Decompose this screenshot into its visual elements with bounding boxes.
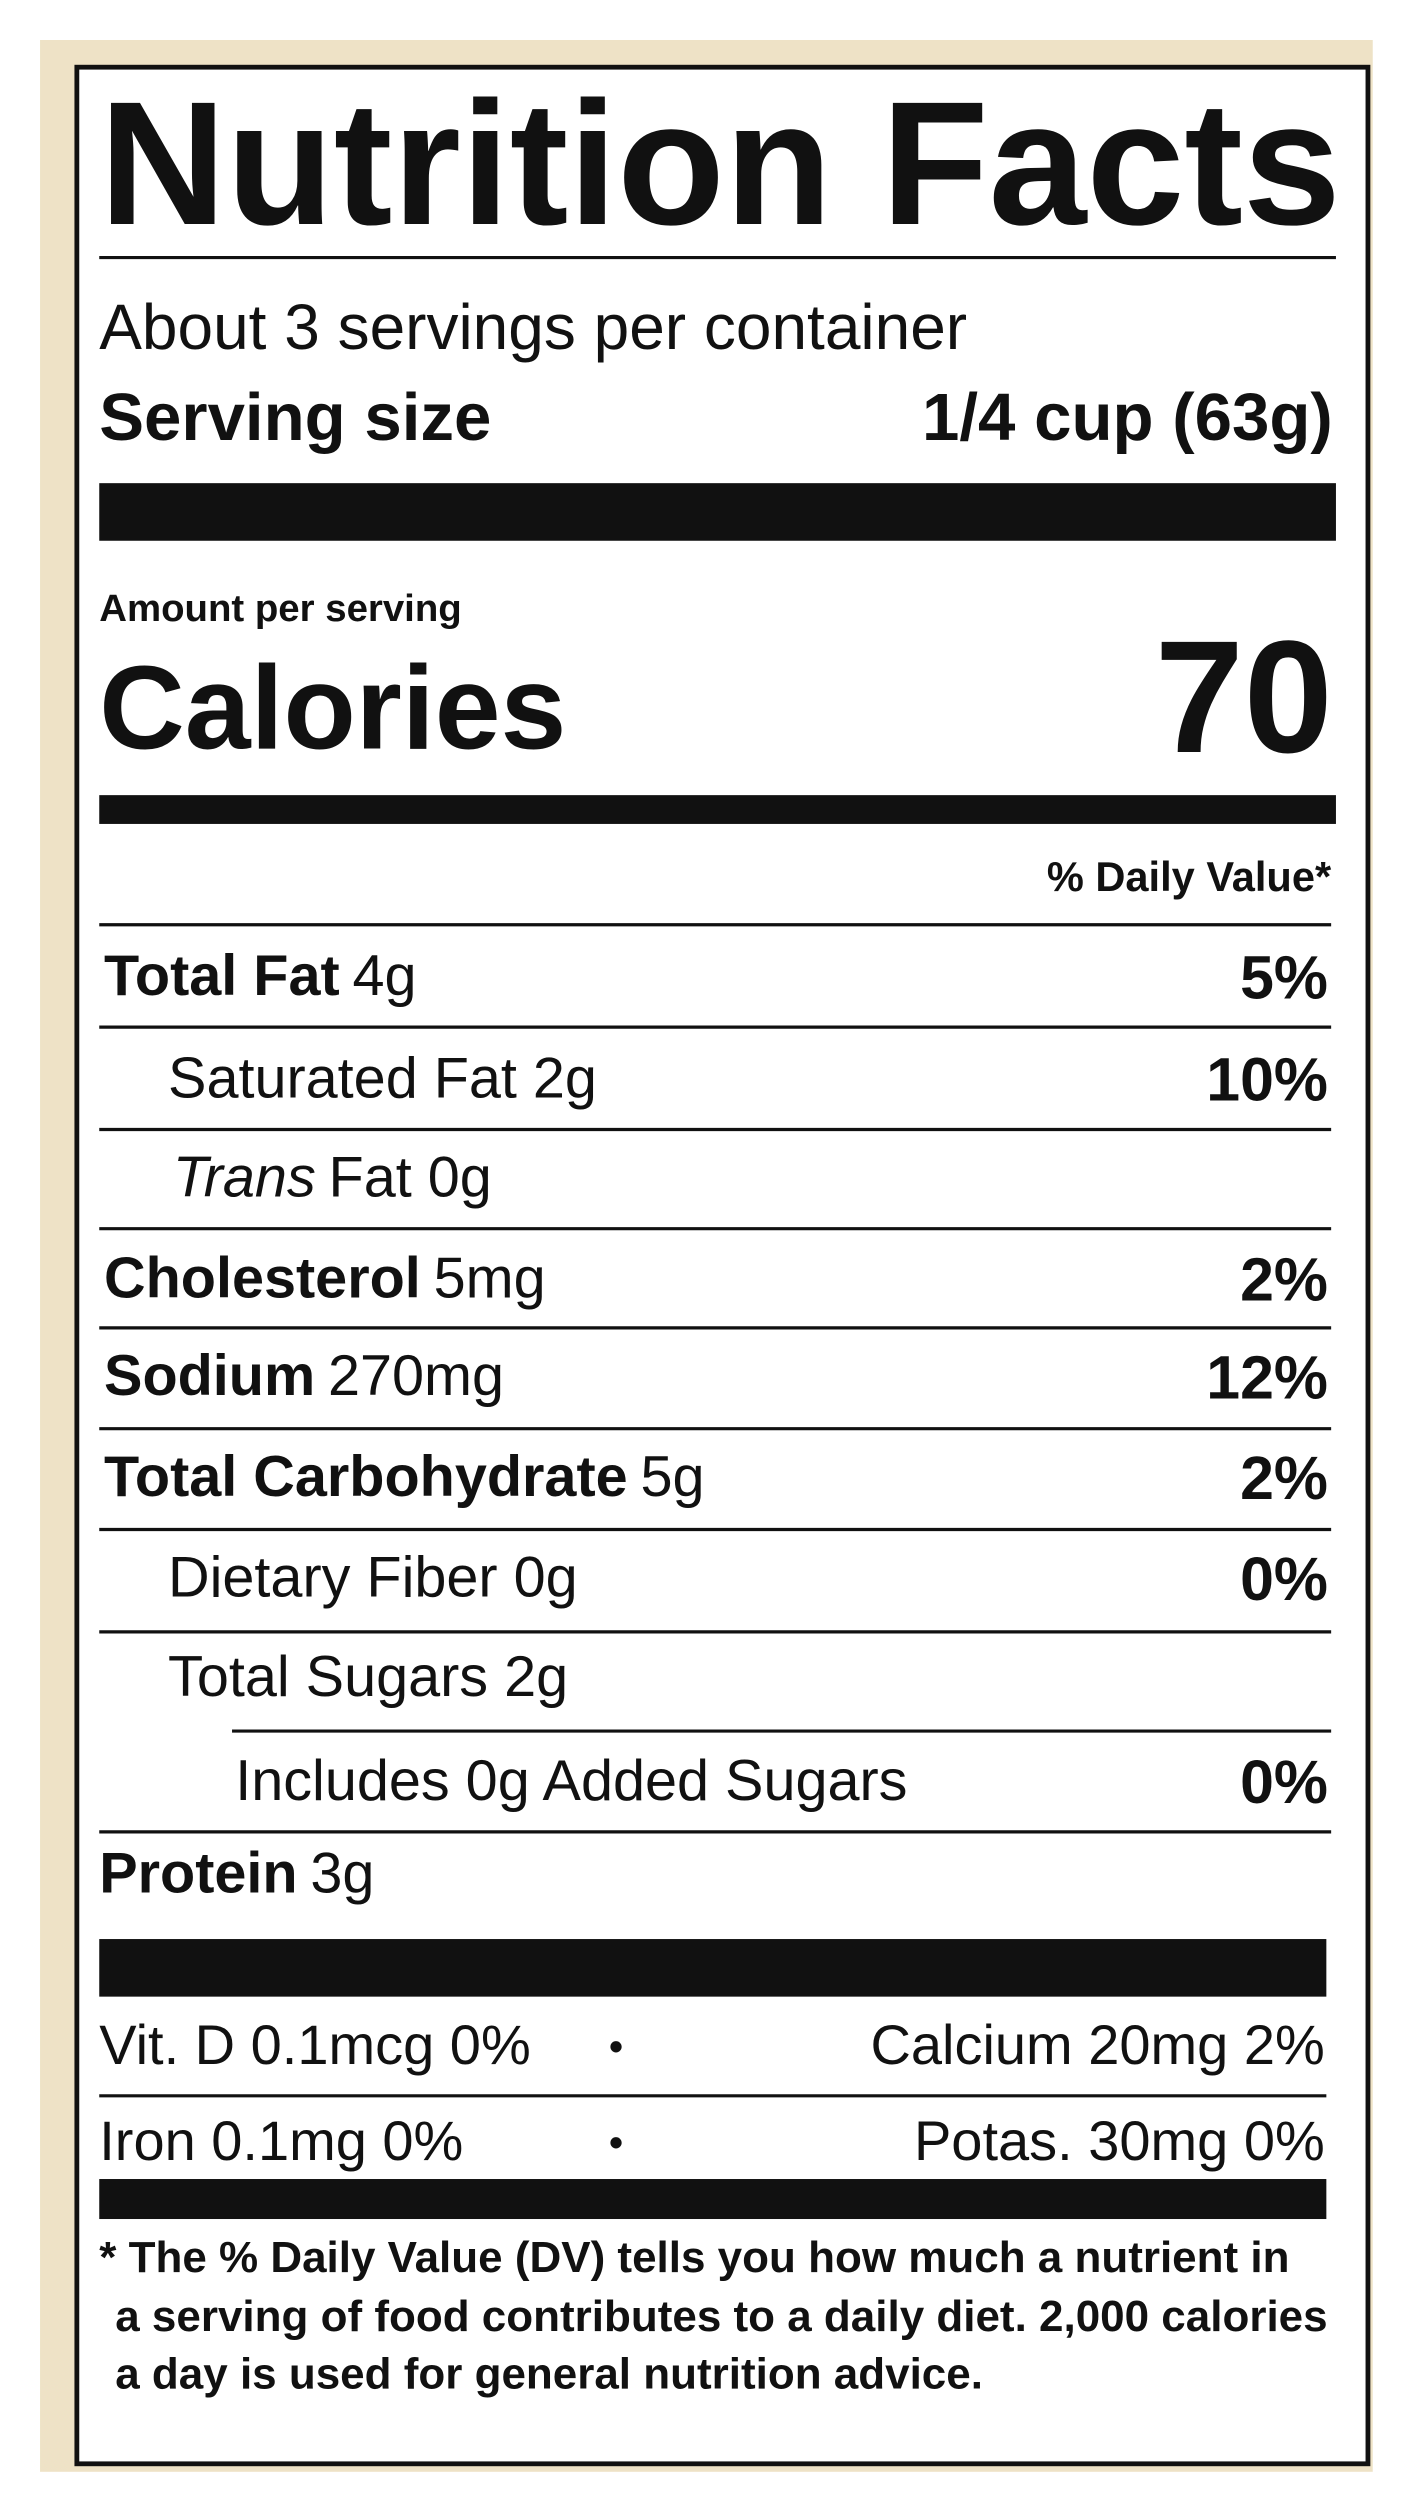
calories-label: Calories bbox=[99, 643, 566, 775]
nutrient-amount: 4g bbox=[352, 944, 416, 1008]
nutrient-row: Protein 3g bbox=[99, 1842, 374, 1906]
amount-per-serving: Amount per serving bbox=[99, 587, 461, 630]
nutrient-name: Total Carbohydrate bbox=[104, 1445, 628, 1509]
vitamin-left: Iron 0.1mg 0% bbox=[99, 2109, 463, 2172]
serving-size-value: 1/4 cup (63g) bbox=[922, 380, 1333, 455]
nutrient-name: Trans bbox=[173, 1146, 316, 1210]
daily-value-header: % Daily Value* bbox=[1047, 853, 1332, 900]
vitamin-right: Potas. 30mg 0% bbox=[914, 2109, 1325, 2172]
nutrient-row: Includes 0g Added Sugars bbox=[235, 1749, 907, 1813]
daily-value: 10% bbox=[1206, 1046, 1328, 1114]
footnote-line: a serving of food contributes to a daily… bbox=[115, 2292, 1327, 2341]
nutrient-name: Protein bbox=[99, 1842, 297, 1906]
serving-size-label: Serving size bbox=[99, 380, 491, 455]
vitamin-right: Calcium 20mg 2% bbox=[870, 2013, 1324, 2076]
label-box bbox=[74, 64, 1371, 2467]
nutrient-amount: 270mg bbox=[328, 1344, 504, 1408]
nutrient-amount: 5g bbox=[640, 1445, 704, 1509]
nutrient-amount: Fat 0g bbox=[329, 1146, 492, 1210]
servings-per-container: About 3 servings per container bbox=[99, 291, 967, 363]
footnote-line: * The % Daily Value (DV) tells you how m… bbox=[99, 2233, 1289, 2282]
calories-value: 70 bbox=[1155, 607, 1333, 786]
nutrient-row: Total Sugars 2g bbox=[168, 1645, 568, 1709]
nutrient-row: Dietary Fiber 0g bbox=[168, 1546, 578, 1610]
nutrient-row: Trans Fat 0g bbox=[173, 1146, 492, 1210]
daily-value: 0% bbox=[1240, 1545, 1328, 1613]
nutrient-row: Cholesterol 5mg bbox=[104, 1246, 546, 1310]
nutrient-name: Sodium bbox=[104, 1344, 315, 1408]
nutrient-row: Sodium 270mg bbox=[104, 1344, 504, 1408]
nutrient-row: Total Carbohydrate 5g bbox=[104, 1445, 704, 1509]
daily-value: 0% bbox=[1240, 1748, 1328, 1816]
title: Nutrition Facts bbox=[99, 66, 1341, 262]
vitamin-separator: • bbox=[609, 2119, 624, 2166]
daily-value: 2% bbox=[1240, 1444, 1328, 1512]
nutrient-row: Total Fat 4g bbox=[104, 944, 416, 1008]
medium-bar bbox=[99, 2179, 1327, 2220]
nutrient-name: Dietary Fiber 0g bbox=[168, 1546, 578, 1610]
nutrient-name: Total Sugars 2g bbox=[168, 1645, 568, 1709]
daily-value: 2% bbox=[1240, 1246, 1328, 1314]
thick-bar bbox=[99, 483, 1336, 541]
nutrient-name: Cholesterol bbox=[104, 1246, 421, 1310]
vitamin-left: Vit. D 0.1mcg 0% bbox=[99, 2013, 530, 2076]
nutrient-amount: 3g bbox=[310, 1842, 374, 1906]
daily-value: 5% bbox=[1240, 943, 1328, 1011]
nutrient-row: Saturated Fat 2g bbox=[168, 1047, 597, 1111]
medium-bar bbox=[99, 795, 1336, 824]
thick-bar bbox=[99, 1939, 1327, 1997]
daily-value: 12% bbox=[1206, 1343, 1328, 1411]
nutrient-name: Total Fat bbox=[104, 944, 340, 1008]
nutrient-name: Includes 0g Added Sugars bbox=[235, 1749, 907, 1813]
footnote-line: a day is used for general nutrition advi… bbox=[115, 2350, 983, 2399]
vitamin-separator: • bbox=[609, 2023, 624, 2070]
nutrient-name: Saturated Fat 2g bbox=[168, 1047, 597, 1111]
nutrient-amount: 5mg bbox=[434, 1246, 546, 1310]
